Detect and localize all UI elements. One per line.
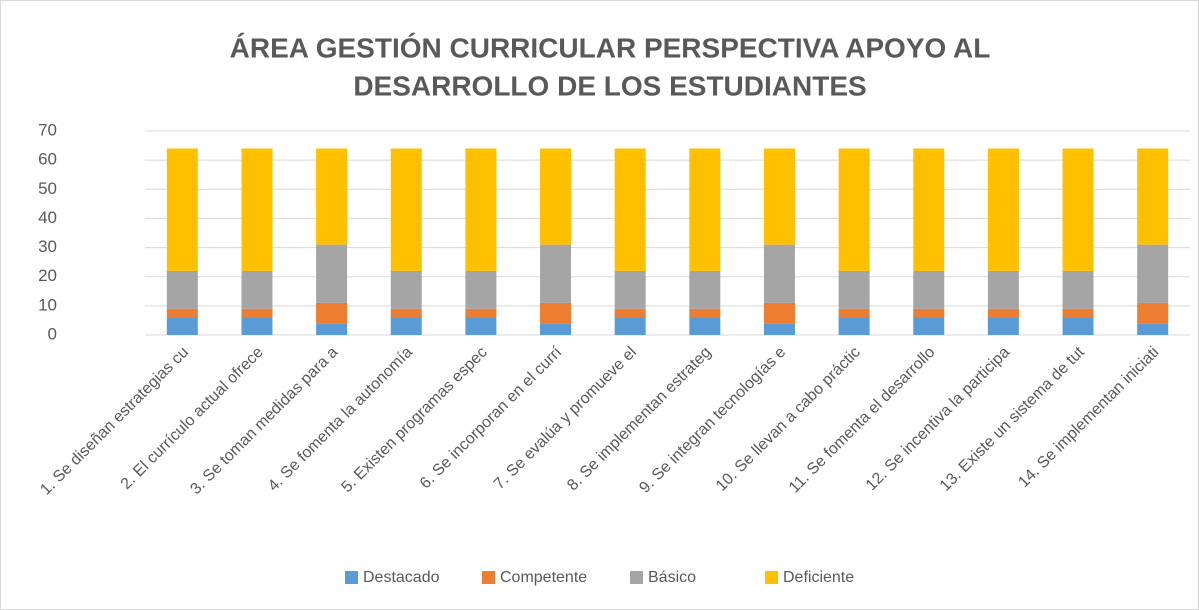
bar-segment bbox=[987, 148, 1019, 271]
bar-segment bbox=[689, 308, 721, 318]
bar-segment bbox=[316, 244, 348, 303]
legend-swatch bbox=[630, 571, 643, 584]
legend-swatch bbox=[482, 571, 495, 584]
bar-segment bbox=[1062, 308, 1094, 318]
y-tick-label: 20 bbox=[38, 266, 57, 285]
bar-segment bbox=[390, 317, 422, 335]
y-tick-label: 70 bbox=[38, 120, 57, 139]
bar-segment bbox=[913, 317, 945, 335]
bar-segment bbox=[166, 308, 198, 318]
bar-segment bbox=[987, 317, 1019, 335]
bar-segment bbox=[987, 308, 1019, 318]
bar-segment bbox=[166, 317, 198, 335]
bar-segment bbox=[614, 148, 646, 271]
bar-segment bbox=[763, 244, 795, 303]
bar-segment bbox=[689, 270, 721, 309]
bar-segment bbox=[1062, 317, 1094, 335]
legend-swatch bbox=[765, 571, 778, 584]
bar-segment bbox=[390, 270, 422, 309]
y-tick-label: 60 bbox=[38, 150, 57, 169]
bar-segment bbox=[465, 308, 497, 318]
bar-segment bbox=[689, 148, 721, 271]
bar-segment bbox=[614, 317, 646, 335]
bar-segment bbox=[241, 270, 273, 309]
bar-segment bbox=[1062, 270, 1094, 309]
bar-segment bbox=[540, 244, 572, 303]
bar-segment bbox=[465, 270, 497, 309]
bar-segment bbox=[614, 308, 646, 318]
y-tick-label: 0 bbox=[48, 324, 57, 343]
bar-segment bbox=[465, 148, 497, 271]
bar-segment bbox=[390, 148, 422, 271]
bar-segment bbox=[1137, 148, 1169, 245]
bar-segment bbox=[913, 148, 945, 271]
y-tick-label: 10 bbox=[38, 295, 57, 314]
bar-segment bbox=[390, 308, 422, 318]
bar-segment bbox=[316, 323, 348, 335]
legend-swatch bbox=[345, 571, 358, 584]
legend-label: Competente bbox=[500, 569, 587, 586]
bar-segment bbox=[838, 308, 870, 318]
bar-segment bbox=[987, 270, 1019, 309]
y-tick-label: 40 bbox=[38, 208, 57, 227]
bar-segment bbox=[316, 302, 348, 324]
bar-segment bbox=[241, 308, 273, 318]
bar-segment bbox=[166, 270, 198, 309]
bar-segment bbox=[763, 148, 795, 245]
bar-segment bbox=[838, 270, 870, 309]
bar-segment bbox=[316, 148, 348, 245]
chart-title: DESARROLLO DE LOS ESTUDIANTES bbox=[353, 70, 866, 101]
bar-segment bbox=[540, 323, 572, 335]
bar-segment bbox=[540, 302, 572, 324]
bar-segment bbox=[166, 148, 198, 271]
bar-segment bbox=[1062, 148, 1094, 271]
bar-segment bbox=[838, 148, 870, 271]
bar-segment bbox=[241, 317, 273, 335]
bar-segment bbox=[1137, 244, 1169, 303]
bar-segment bbox=[763, 302, 795, 324]
chart-title: ÁREA GESTIÓN CURRICULAR PERSPECTIVA APOY… bbox=[230, 32, 991, 63]
bar-segment bbox=[763, 323, 795, 335]
bar-segment bbox=[241, 148, 273, 271]
bar-segment bbox=[913, 308, 945, 318]
y-tick-label: 30 bbox=[38, 237, 57, 256]
bar-segment bbox=[614, 270, 646, 309]
bar-segment bbox=[689, 317, 721, 335]
y-tick-label: 50 bbox=[38, 179, 57, 198]
bar-segment bbox=[1137, 323, 1169, 335]
bar-segment bbox=[540, 148, 572, 245]
bar-segment bbox=[465, 317, 497, 335]
bar-segment bbox=[913, 270, 945, 309]
legend-label: Destacado bbox=[363, 569, 440, 586]
bar-segment bbox=[838, 317, 870, 335]
legend-label: Básico bbox=[648, 569, 696, 586]
legend-label: Deficiente bbox=[783, 569, 854, 586]
bar-segment bbox=[1137, 302, 1169, 324]
